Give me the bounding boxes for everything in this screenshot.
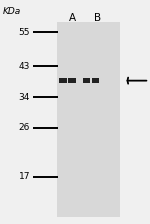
Text: KDa: KDa	[3, 7, 21, 16]
Bar	[92, 78, 99, 83]
Bar	[83, 78, 90, 83]
Text: A: A	[68, 13, 76, 24]
Bar	[59, 78, 67, 83]
Bar	[68, 78, 76, 83]
Text: 17: 17	[18, 172, 30, 181]
Text: 43: 43	[19, 62, 30, 71]
Text: 26: 26	[19, 123, 30, 132]
Bar	[57, 22, 120, 217]
Text: 55: 55	[18, 28, 30, 37]
Text: 34: 34	[19, 93, 30, 102]
Text: B: B	[94, 13, 101, 24]
